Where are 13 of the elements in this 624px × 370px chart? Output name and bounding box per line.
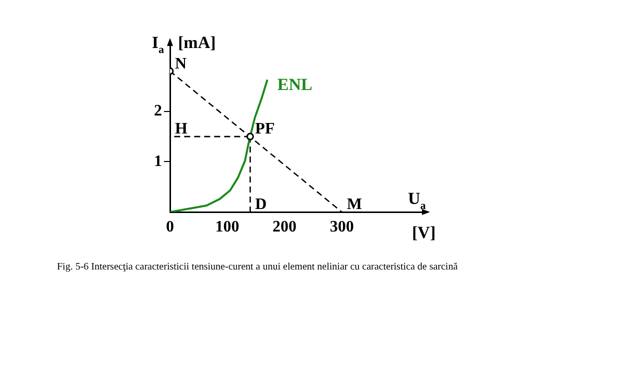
annotation: D [255,196,267,214]
annotation: H [175,120,188,138]
annotation: M [346,196,362,214]
caption: Fig. 5-6 Intersecţia caracteristicii tensiune-curent a unui element neliniar cu caracteristica de sarcină [57,262,458,273]
annotation: PF [255,120,275,138]
x-tick-label: 0 [166,218,174,236]
x-tick-label: 300 [330,218,354,236]
x-tick-label: 200 [272,218,297,236]
y-tick-label: 1 [154,152,162,170]
series-label: ENL [277,75,312,94]
y-tick-label: 2 [154,102,162,120]
x-tick-label: 100 [215,218,240,236]
annotation: N [175,55,187,72]
